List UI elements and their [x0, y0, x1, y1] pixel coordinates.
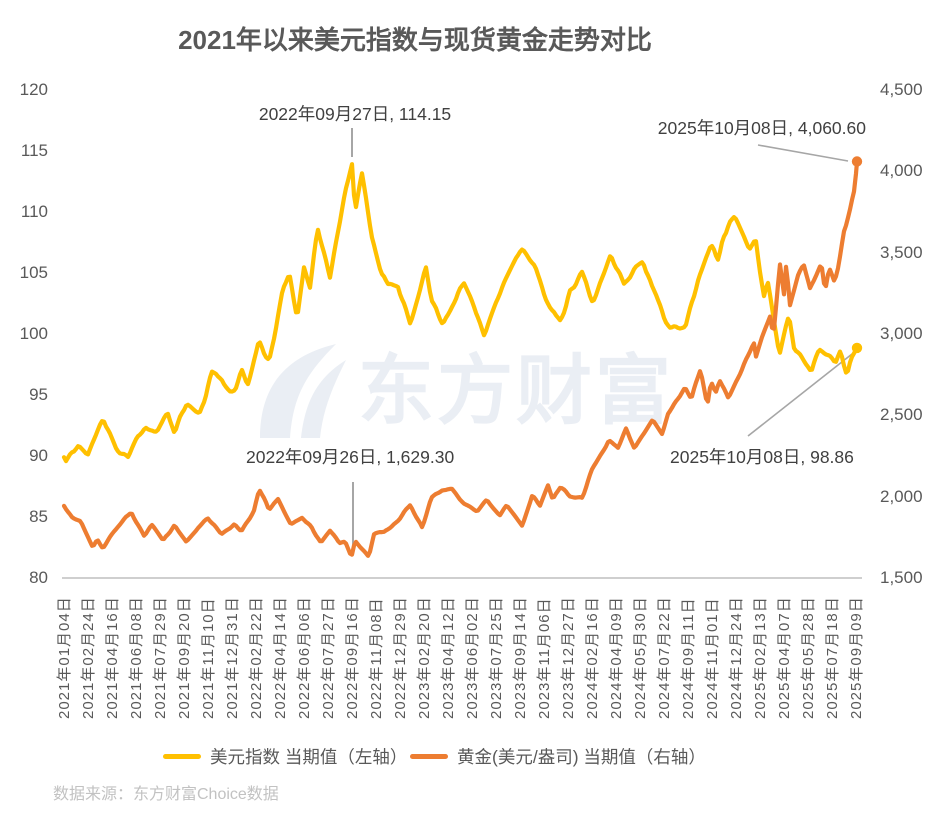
annotation-usd-last: 2025年10月08日, 98.86 — [670, 447, 854, 467]
x-axis-tick: 2024年02月16日 — [584, 596, 601, 719]
usd-last-leader-line — [747, 353, 853, 437]
annotation-usd-peak: 2022年09月27日, 114.15 — [258, 104, 452, 124]
left-axis-tick: 100 — [19, 324, 48, 343]
x-axis-tick: 2021年06月08日 — [128, 596, 145, 719]
usd-index-line — [61, 162, 860, 464]
watermark-text: 东方财富 — [358, 349, 674, 434]
x-axis-tick: 2025年05月28日 — [800, 596, 817, 719]
usd-index-legend-label: 美元指数 当期值（左轴） — [210, 747, 408, 767]
right-axis-tick: 1,500 — [880, 568, 923, 587]
x-axis-tick: 2023年12月27日 — [560, 596, 577, 719]
x-axis-tick: 2025年07月18日 — [824, 596, 841, 719]
x-axis-tick: 2021年04月16日 — [104, 596, 121, 719]
x-axis-tick: 2022年02月22日 — [248, 596, 265, 719]
x-axis-tick: 2025年04月07日 — [776, 596, 793, 719]
x-axis-tick: 2022年07月27日 — [320, 596, 337, 719]
x-axis-tick: 2024年05月30日 — [632, 596, 649, 719]
x-axis-tick: 2023年11月06日 — [536, 597, 553, 719]
right-axis-tick: 4,000 — [880, 161, 923, 181]
left-axis-tick: 90 — [29, 446, 48, 465]
right-axis-tick: 2,000 — [880, 486, 923, 506]
left-axis-tick: 115 — [20, 141, 48, 160]
x-axis-tick: 2024年04月09日 — [608, 596, 625, 719]
x-axis-tick: 2023年07月25日 — [488, 596, 505, 719]
right-axis-tick: 2,500 — [880, 405, 923, 425]
right-axis-tick: 3,500 — [880, 242, 923, 262]
x-axis-tick: 2022年04月14日 — [272, 596, 289, 719]
x-axis-tick: 2022年09月16日 — [344, 596, 361, 719]
annotation-gold-peak: 2025年10月08日, 4,060.60 — [657, 118, 866, 138]
x-axis-tick: 2024年09月11日 — [680, 597, 697, 719]
gold-legend-label: 黄金(美元/盎司) 当期值（右轴） — [457, 747, 706, 767]
left-axis-tick: 105 — [19, 263, 48, 282]
x-axis-tick: 2022年06月06日 — [296, 596, 313, 719]
x-axis-tick: 2023年09月14日 — [512, 596, 529, 719]
legend-item-gold: 黄金(美元/盎司) 当期值（右轴） — [410, 744, 706, 769]
left-axis-tick: 80 — [29, 568, 48, 587]
right-axis-tick: 3,000 — [880, 324, 923, 343]
left-axis-tick: 110 — [20, 202, 48, 221]
x-axis-tick: 2021年09月20日 — [176, 596, 193, 719]
right-axis-tick: 4,500 — [880, 80, 923, 99]
annotation-gold-low: 2022年09月26日, 1,629.30 — [246, 447, 455, 467]
x-axis-tick: 2021年02月24日 — [80, 596, 97, 719]
legend-item-usd-index: 美元指数 当期值（左轴） — [163, 744, 407, 769]
gold-legend-swatch — [410, 754, 448, 759]
x-axis-tick: 2024年07月22日 — [656, 596, 673, 719]
x-axis-tick: 2021年01月04日 — [56, 596, 73, 719]
x-axis-tick: 2024年12月24日 — [728, 596, 745, 719]
gold-endpoint-marker — [851, 156, 863, 167]
watermark: 东方财富 — [256, 342, 674, 442]
x-axis-tick: 2021年11月10日 — [200, 597, 217, 719]
usd-index-legend-swatch — [163, 754, 201, 759]
left-axis-tick: 95 — [29, 385, 48, 404]
x-axis-tick: 2022年11月08日 — [368, 597, 385, 719]
gold-peak-leader-line — [757, 144, 849, 162]
x-axis-tick: 2024年11月01日 — [704, 597, 721, 719]
x-axis-tick: 2021年07月29日 — [152, 596, 169, 719]
eastmoney-logo-icon — [260, 344, 346, 438]
x-axis-tick: 2023年04月12日 — [440, 596, 457, 719]
data-source-note: 数据来源：东方财富Choice数据 — [53, 786, 279, 803]
gold-line — [61, 159, 860, 558]
chart-title: 2021年以来美元指数与现货黄金走势对比 — [178, 25, 652, 55]
x-axis-tick: 2023年02月20日 — [416, 596, 433, 719]
usd-index-endpoint-marker — [851, 342, 863, 354]
left-axis-tick: 120 — [19, 80, 48, 99]
x-axis-tick: 2025年09月09日 — [848, 596, 865, 719]
x-axis-tick: 2023年06月02日 — [464, 596, 481, 719]
x-axis-tick: 2025年02月13日 — [752, 596, 769, 719]
x-axis-tick: 2022年12月29日 — [392, 596, 409, 719]
x-axis-tick: 2021年12月31日 — [224, 596, 241, 719]
left-axis-tick: 85 — [29, 507, 48, 526]
